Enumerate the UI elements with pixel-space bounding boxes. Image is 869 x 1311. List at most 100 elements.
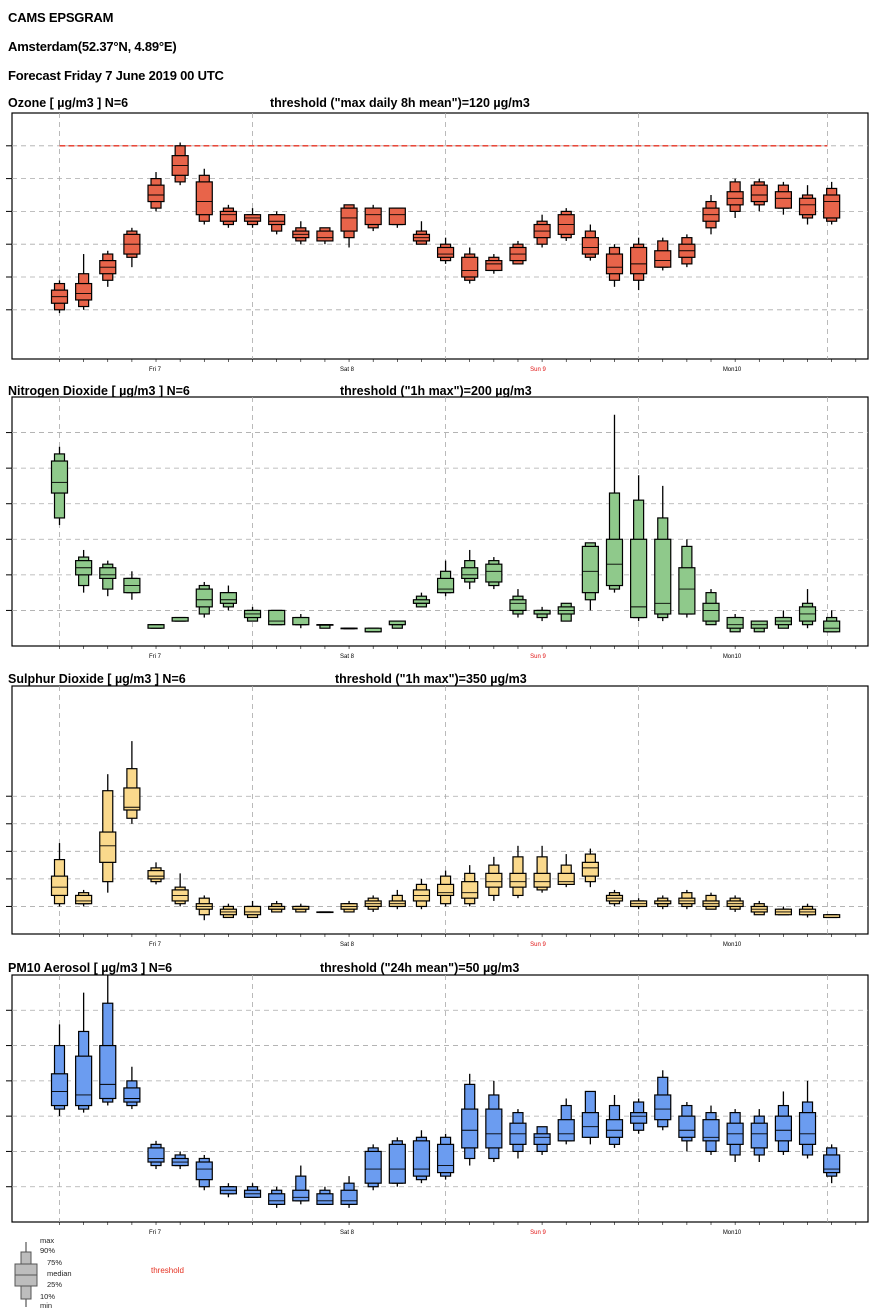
no2-box [171, 616, 189, 622]
box-inner [50, 1073, 69, 1107]
box-inner [268, 609, 286, 626]
pm10-box [726, 1109, 744, 1163]
box-inner [678, 567, 696, 615]
day-label: Mon10 [723, 654, 742, 660]
ozone-box [798, 185, 817, 225]
day-label: Fri 7 [149, 942, 162, 948]
pm10-box [798, 1080, 817, 1159]
no2-box [75, 549, 93, 593]
ozone-box [750, 178, 768, 212]
so2-box [340, 900, 358, 913]
box-inner [123, 1087, 141, 1103]
no2-box [388, 620, 406, 629]
ozone-box [171, 142, 189, 186]
box-inner [292, 1189, 310, 1202]
no2-box [50, 446, 69, 526]
pm10-box [340, 1176, 358, 1208]
box-inner [364, 1150, 382, 1184]
no2-box [195, 581, 213, 618]
box-inner [243, 905, 262, 916]
pm10-box [292, 1165, 310, 1205]
no2-box [605, 414, 624, 593]
so2-box [823, 914, 841, 919]
legend-label: max [40, 1236, 54, 1245]
box-inner [50, 875, 69, 897]
so2-panel: Fri 7 Sat 8 Sun 9 Mon10 [6, 685, 869, 948]
so2-box [364, 895, 382, 912]
day-label: Sat 8 [340, 942, 355, 948]
so2-box [99, 774, 117, 893]
box-inner [678, 1115, 696, 1138]
box-inner [702, 1119, 720, 1142]
box-inner [268, 1193, 286, 1205]
pm10-box [219, 1183, 238, 1198]
no2-box [99, 560, 117, 597]
ozone-box [654, 237, 672, 271]
box-inner [581, 1112, 599, 1138]
pm10-box [774, 1091, 793, 1155]
no2-threshold-text: threshold ("1h max")=200 µg/m3 [340, 384, 532, 398]
box-inner [533, 609, 551, 615]
box-inner [509, 599, 527, 612]
box-inner [461, 881, 479, 899]
box-inner [823, 194, 841, 219]
so2-box [654, 895, 672, 910]
no2-box [581, 542, 599, 611]
box-inner [557, 872, 575, 886]
day-label: Sat 8 [340, 654, 355, 660]
pm10-box [630, 1098, 648, 1134]
legend-label: 75% [47, 1258, 62, 1267]
ozone-box [436, 237, 455, 264]
box-inner [316, 1193, 334, 1205]
box-inner [823, 1154, 841, 1174]
box-inner [798, 1112, 817, 1145]
ozone-box [219, 204, 238, 228]
ozone-box [50, 280, 69, 314]
pm10-box [509, 1109, 527, 1159]
box-inner [605, 538, 624, 587]
pm10-box [750, 1109, 768, 1163]
box-inner [630, 246, 648, 275]
pm10-box [195, 1154, 213, 1191]
so2-box [123, 741, 141, 824]
so2-title: Sulphur Dioxide [ µg/m3 ] N=6 [8, 672, 186, 686]
no2-box [654, 485, 672, 622]
so2-box [388, 889, 406, 910]
ozone-box [316, 227, 334, 245]
so2-box [195, 895, 213, 921]
no2-box [316, 624, 334, 629]
pm10-box [123, 1066, 141, 1110]
box-inner [75, 282, 93, 301]
so2-box [268, 900, 286, 913]
ozone-box [268, 211, 286, 235]
no2-box [147, 624, 165, 629]
box-inner [485, 260, 503, 272]
no2-panel: Fri 7 Sat 8 Sun 9 Mon10 [6, 396, 869, 660]
box-inner [195, 588, 213, 608]
so2-box [75, 889, 93, 907]
ozone-box [364, 204, 382, 232]
ozone-title: Ozone [ µg/m3 ] N=6 [8, 96, 129, 110]
ozone-box [509, 240, 527, 265]
ozone-box [388, 207, 406, 228]
no2-box [436, 560, 455, 597]
ozone-box [412, 221, 431, 245]
box-inner [798, 197, 817, 216]
so2-box [461, 865, 479, 907]
so2-box [774, 906, 793, 916]
ozone-box [726, 178, 744, 218]
forecast-label: Forecast Friday 7 June 2019 00 UTC [8, 68, 224, 83]
no2-box [557, 602, 575, 622]
no2-box [798, 589, 817, 629]
box-inner [171, 616, 189, 622]
box-inner [581, 861, 599, 877]
box-inner [461, 567, 479, 580]
so2-box [147, 862, 165, 885]
box-inner [340, 207, 358, 232]
day-label: Mon10 [723, 1230, 742, 1236]
day-label: Mon10 [723, 942, 742, 948]
no2-box [726, 613, 744, 633]
box-inner [605, 1119, 624, 1138]
day-label: Fri 7 [149, 1230, 162, 1236]
